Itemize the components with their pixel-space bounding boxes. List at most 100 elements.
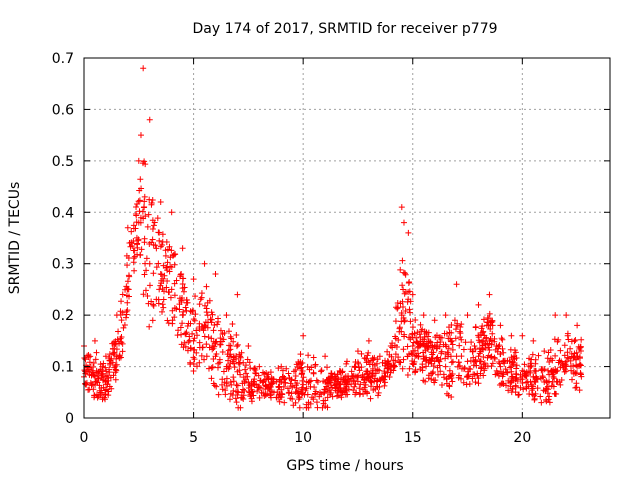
data-point — [133, 203, 140, 210]
data-point — [114, 336, 121, 343]
data-point — [528, 362, 535, 369]
data-point — [398, 318, 405, 325]
data-point — [295, 387, 302, 394]
data-point — [150, 302, 157, 309]
data-point — [564, 330, 571, 337]
data-point — [488, 337, 495, 344]
data-point — [106, 357, 113, 364]
data-point — [480, 354, 487, 360]
data-point — [480, 361, 487, 368]
data-point — [485, 352, 492, 359]
data-point — [480, 316, 487, 323]
data-point — [85, 354, 92, 361]
data-point — [508, 389, 515, 396]
data-point — [250, 392, 257, 399]
data-point — [249, 388, 256, 395]
data-point — [457, 324, 464, 331]
data-point — [141, 193, 148, 200]
data-point — [401, 333, 408, 340]
data-point — [448, 338, 455, 345]
data-point — [445, 351, 452, 358]
data-point — [393, 304, 400, 311]
data-point — [256, 394, 263, 401]
data-point — [420, 341, 427, 348]
data-point — [508, 332, 515, 339]
data-point — [122, 286, 129, 293]
data-point — [422, 378, 429, 385]
data-point — [180, 308, 187, 315]
data-point — [455, 359, 462, 366]
data-point — [208, 364, 215, 371]
data-point — [519, 376, 526, 383]
data-point — [332, 377, 339, 384]
data-point — [245, 343, 252, 349]
data-point — [148, 199, 155, 206]
data-point — [233, 343, 240, 350]
data-point — [512, 382, 519, 389]
data-point — [237, 371, 244, 378]
data-point — [236, 367, 243, 374]
data-point — [201, 356, 208, 363]
data-point — [442, 312, 449, 319]
data-point — [554, 378, 561, 385]
data-point — [211, 382, 218, 389]
data-point — [551, 336, 558, 343]
data-point — [184, 299, 191, 306]
data-point — [399, 365, 406, 372]
data-point — [159, 301, 166, 308]
data-point — [318, 367, 325, 374]
data-point — [165, 320, 172, 327]
data-point — [137, 132, 144, 139]
data-point — [248, 388, 255, 395]
data-point — [413, 338, 420, 345]
data-point — [182, 304, 189, 311]
data-point — [167, 254, 174, 261]
data-point — [484, 319, 491, 326]
data-point — [303, 401, 310, 408]
data-point — [496, 360, 503, 367]
data-point — [219, 349, 226, 356]
data-point — [155, 260, 162, 267]
data-point — [190, 276, 197, 283]
data-point — [423, 329, 430, 336]
data-point — [555, 336, 562, 343]
data-point — [420, 312, 427, 319]
data-point — [375, 389, 382, 396]
data-point — [338, 394, 345, 401]
data-point — [578, 373, 585, 380]
data-point — [567, 345, 574, 352]
data-point — [121, 322, 128, 329]
data-point — [373, 367, 380, 374]
data-point — [251, 382, 258, 389]
data-point — [305, 352, 312, 359]
data-point — [171, 305, 178, 312]
data-point — [472, 356, 479, 363]
data-point — [158, 241, 165, 248]
data-point — [232, 395, 239, 402]
data-point — [299, 359, 306, 366]
data-point — [326, 378, 333, 385]
data-point — [143, 255, 150, 262]
data-point — [433, 345, 440, 352]
data-point — [86, 371, 93, 378]
data-point — [378, 375, 385, 382]
data-point — [342, 381, 349, 388]
data-point — [196, 339, 203, 346]
data-point — [448, 359, 455, 366]
data-point — [304, 363, 311, 370]
data-point — [163, 238, 170, 245]
data-point — [90, 360, 97, 367]
data-point — [419, 361, 426, 368]
data-point — [241, 387, 248, 394]
data-point — [343, 360, 350, 367]
data-point — [227, 378, 234, 385]
data-point — [279, 367, 286, 374]
data-point — [141, 204, 148, 211]
data-point — [189, 307, 196, 314]
data-point — [130, 225, 137, 232]
data-point — [356, 385, 363, 392]
data-point — [176, 301, 183, 308]
data-point — [530, 337, 537, 344]
data-point — [541, 348, 548, 355]
data-point — [105, 377, 112, 384]
